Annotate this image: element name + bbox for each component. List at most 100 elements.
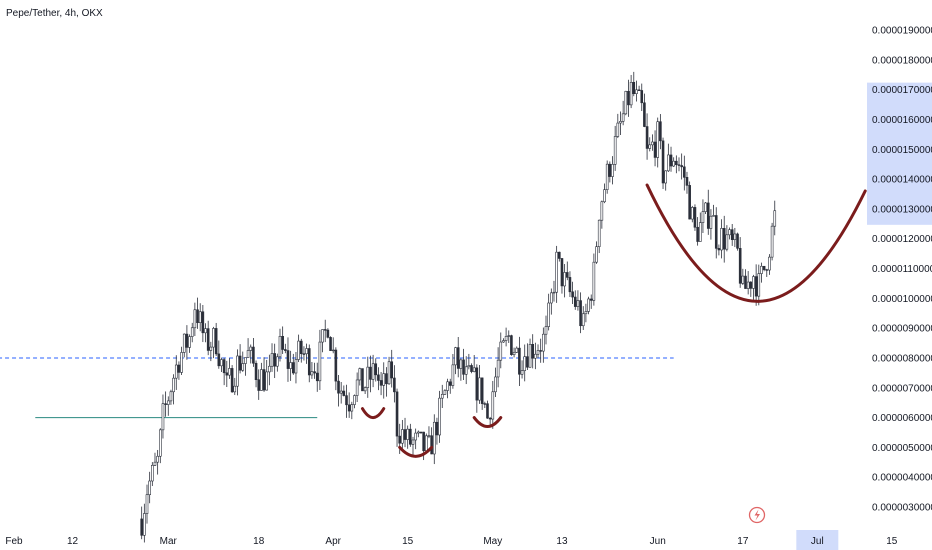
candle (313, 362, 316, 379)
candle (584, 303, 588, 323)
candle (454, 346, 457, 375)
candle (299, 338, 303, 363)
candle (254, 360, 258, 388)
price-tick-label: 0.0000160000 (872, 115, 932, 126)
candle (467, 353, 471, 370)
time-tick-label: 15 (886, 536, 898, 547)
price-tick-label: 0.0000030000 (872, 503, 932, 514)
price-tick-label: 0.0000070000 (872, 383, 932, 394)
candle (730, 224, 734, 246)
candle (552, 280, 556, 302)
candle (331, 337, 335, 354)
candle (430, 427, 433, 455)
candle (350, 401, 354, 420)
price-axis[interactable]: 0.0000030000 0.0000040000 0.0000050000 0.00… (872, 26, 932, 514)
candle (728, 227, 731, 240)
candle (464, 356, 468, 385)
candle (291, 353, 295, 375)
lightning-badge-icon (748, 506, 766, 524)
candle (531, 334, 535, 369)
candle (140, 506, 143, 540)
time-tick-label: 13 (556, 536, 568, 547)
candle (238, 344, 242, 374)
candle (491, 380, 495, 429)
time-axis[interactable]: Feb 12 Mar 18 Apr 15 May 13 Jun 17 Jul 15 (5, 530, 898, 550)
candle (565, 261, 569, 281)
candle (680, 153, 683, 180)
candle (172, 374, 175, 405)
candle (385, 367, 388, 397)
candle (159, 428, 162, 464)
candle (661, 137, 665, 189)
candle (446, 378, 449, 399)
candle (773, 200, 777, 236)
candle (270, 343, 274, 372)
candle (334, 347, 338, 391)
candle (414, 428, 417, 450)
candle (374, 358, 378, 382)
candle (459, 358, 463, 381)
candle (369, 355, 372, 393)
candle (701, 199, 705, 233)
candle (169, 389, 173, 405)
price-tick-label: 0.0000170000 (872, 85, 932, 96)
candle (744, 269, 747, 289)
candle (174, 355, 178, 390)
candle (145, 484, 149, 524)
candle (629, 74, 633, 109)
candle (757, 264, 761, 306)
candle (217, 340, 221, 369)
candle (579, 292, 582, 334)
candle (542, 327, 545, 363)
candle (675, 155, 678, 174)
candle (337, 375, 340, 407)
small-bottom-curve (472, 416, 503, 428)
candle (220, 357, 223, 372)
candle-layer (140, 71, 777, 543)
time-tick-label: Mar (160, 536, 178, 547)
candle (581, 306, 585, 330)
candle (645, 113, 649, 160)
candle (760, 262, 763, 283)
candle (225, 360, 229, 388)
candle (393, 365, 396, 403)
candle (190, 322, 194, 343)
price-tick-label: 0.0000080000 (872, 353, 932, 364)
candle (526, 343, 529, 371)
chart-title: Pepe/Tether, 4h, OKX (6, 8, 103, 19)
price-tick-label: 0.0000110000 (872, 264, 932, 275)
candle (754, 264, 758, 306)
candle (156, 449, 159, 475)
price-tick-label: 0.0000060000 (872, 413, 932, 424)
candle (222, 357, 226, 386)
candle (440, 384, 444, 409)
candle (438, 390, 441, 443)
candle (523, 344, 527, 382)
candle (411, 436, 415, 457)
candle (659, 114, 662, 150)
candle (273, 343, 276, 379)
candle (483, 401, 487, 409)
time-tick-label: Feb (5, 536, 23, 547)
candle (406, 425, 409, 449)
candle (419, 431, 423, 434)
candle (528, 338, 532, 368)
candle (587, 296, 590, 315)
candle (387, 356, 391, 385)
candle (651, 134, 654, 151)
candle (696, 217, 699, 246)
candle (621, 100, 625, 126)
candle (409, 423, 412, 447)
candle (494, 367, 497, 397)
candle (151, 462, 154, 487)
candle (230, 365, 234, 393)
price-tick-label: 0.0000120000 (872, 234, 932, 245)
candle (379, 371, 383, 396)
candle (281, 326, 284, 354)
candle (347, 392, 351, 418)
candle (478, 365, 481, 404)
candle (472, 355, 476, 373)
candle (539, 338, 542, 363)
candle (770, 222, 774, 261)
